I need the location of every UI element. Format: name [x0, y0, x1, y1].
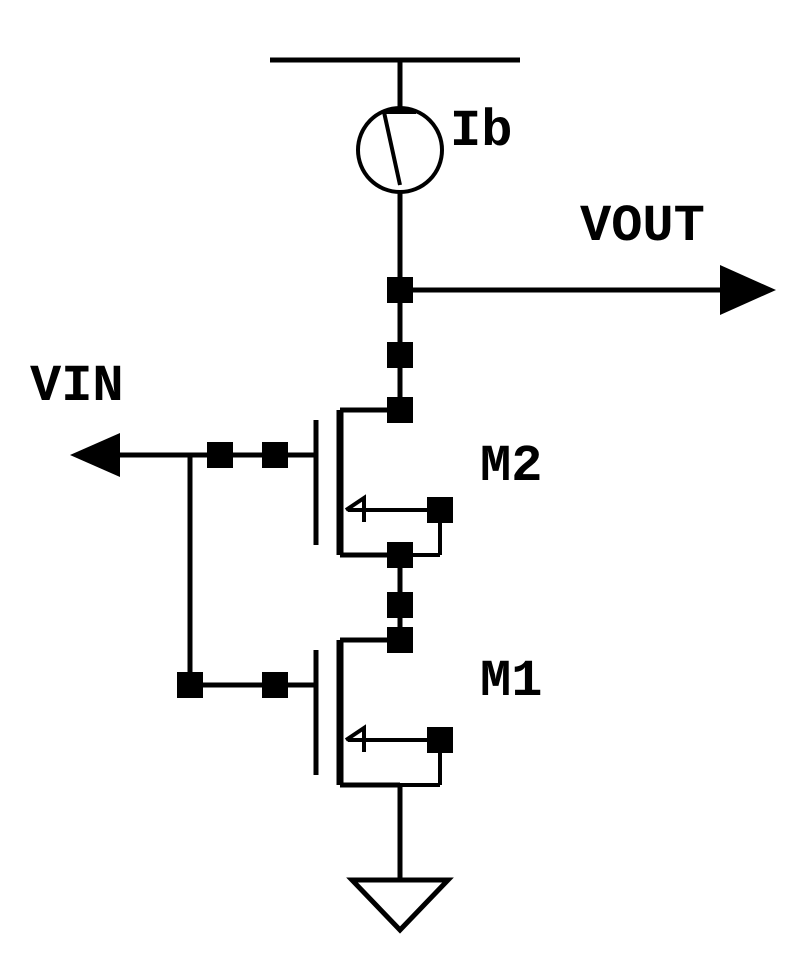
vin-label: VIN	[30, 357, 124, 416]
mosfet-m2	[260, 410, 440, 555]
vout-port	[720, 265, 776, 315]
m2-label: M2	[480, 437, 542, 496]
m1-label: M1	[480, 652, 542, 711]
ground-symbol	[352, 880, 448, 930]
vin-port	[70, 433, 120, 477]
ib-label: Ib	[450, 102, 512, 161]
mosfet-m1	[260, 640, 440, 785]
vout-label: VOUT	[580, 197, 705, 256]
